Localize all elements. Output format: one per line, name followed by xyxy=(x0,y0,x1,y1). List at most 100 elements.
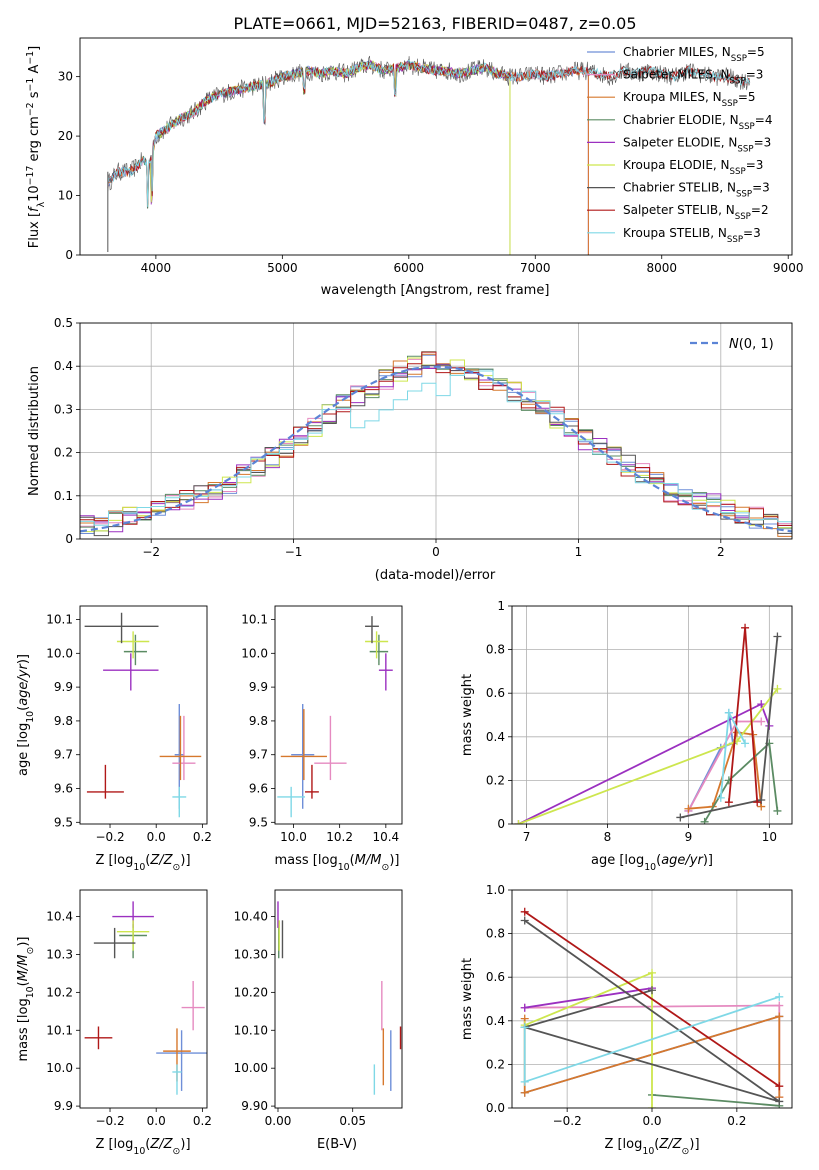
label-part: A xyxy=(27,65,42,78)
x-tick-label: 0 xyxy=(432,545,440,559)
y-tick-label: 0 xyxy=(65,532,73,546)
y-tick-label: 9.8 xyxy=(249,714,268,728)
x-tick-label: 0.0 xyxy=(642,1114,661,1128)
label-part: Chabrier ELODIE, N xyxy=(623,113,739,127)
panel-age-vs-Z: −0.2 0.0 0.29.59.69.79.89.910.010.1Z [log1… xyxy=(16,605,212,873)
weight-marker-kroupa_elodie xyxy=(773,684,782,693)
label-part: N xyxy=(729,337,739,352)
axes-frame xyxy=(79,889,208,1109)
x-tick-label: 8 xyxy=(604,830,612,844)
weight-line-chabrier_stelib xyxy=(521,919,780,1103)
model-spectrum-salpeter_stelib xyxy=(107,60,750,206)
x-axis-label: Z [log10(Z/Z⊙)] xyxy=(95,1137,190,1157)
label-part: Kroupa MILES, N xyxy=(623,90,722,104)
x-tick-label: 0.0 xyxy=(147,1114,166,1128)
legend-label-kroupa_stelib: Kroupa STELIB, NSSP=3 xyxy=(623,226,761,245)
weight-line-chabrier_elodie xyxy=(703,741,779,823)
weight-marker-kroupa_elodie xyxy=(648,968,656,977)
y-tick-label: 9.6 xyxy=(249,782,268,796)
x-axis-label: age [log10(age/yr)] xyxy=(591,853,713,873)
label-part: Kroupa STELIB, N xyxy=(623,226,727,240)
label-part: ( xyxy=(16,981,31,986)
x-tick-label: 2 xyxy=(717,545,725,559)
y-axis-label: age [log10(age/yr)] xyxy=(16,654,36,776)
label-part: =3 xyxy=(743,226,761,240)
label-part: Z/Z xyxy=(149,1137,173,1152)
weight-marker-chabrier_elodie xyxy=(700,817,709,824)
y-tick-label: 9.9 xyxy=(54,680,73,694)
label-part: f xyxy=(27,205,42,212)
label-part: )] xyxy=(389,853,399,868)
label-part: )] xyxy=(689,1137,699,1152)
x-tick-label: 10.2 xyxy=(326,830,353,844)
legend-label-kroupa_miles: Kroupa MILES, NSSP=5 xyxy=(623,90,756,109)
label-part: Z [log xyxy=(95,1137,133,1152)
x-axis-label: wavelength [Angstrom, rest frame] xyxy=(321,283,550,298)
y-tick-label: 0.6 xyxy=(486,970,505,984)
label-part: mass [log xyxy=(275,853,338,868)
axes-frame xyxy=(511,605,793,825)
x-tick-label: 0.2 xyxy=(193,830,212,844)
weight-marker-kroupa_miles xyxy=(684,804,693,813)
label-part: SSP xyxy=(739,122,755,132)
legend-label-chabrier_miles: Chabrier MILES, NSSP=5 xyxy=(623,45,765,64)
label-part: )] xyxy=(16,937,31,947)
x-tick-label: −2 xyxy=(142,545,160,559)
label-part: )] xyxy=(16,654,31,664)
y-tick-label: 10.0 xyxy=(46,646,73,660)
weight-marker-salpeter_miles xyxy=(775,1001,784,1010)
label-part: =4 xyxy=(755,113,773,127)
panels: 4000 5000 6000 7000 8000 90000102030wavelengt… xyxy=(16,37,804,1157)
x-tick-label: 7 xyxy=(523,830,531,844)
x-tick-label: 10.0 xyxy=(280,830,307,844)
label-part: SSP xyxy=(730,77,746,87)
weight-marker-salpeter_stelib xyxy=(775,1082,784,1091)
panel-residuals: −2 −1 0 1 2 0 0.1 0.2 0.3 0.4 0.5 (data-model)/erro… xyxy=(27,316,793,583)
weight-marker-chabrier_stelib xyxy=(757,796,766,805)
y-tick-label: 0.4 xyxy=(486,1014,505,1028)
weight-marker-kroupa_stelib xyxy=(724,708,733,717)
plot-area xyxy=(80,323,792,539)
x-tick-label: 6000 xyxy=(394,261,425,275)
label-part: 10 xyxy=(338,862,350,873)
weight-marker-chabrier_stelib xyxy=(676,813,685,822)
label-part: =2 xyxy=(751,203,769,217)
weight-line-chabrier_elodie xyxy=(651,1094,780,1107)
label-part: age [log xyxy=(16,723,31,776)
label-part: ] xyxy=(27,46,42,51)
x-tick-label: 9000 xyxy=(773,261,804,275)
y-tick-label: 10.40 xyxy=(234,910,268,924)
label-part: ⊙ xyxy=(173,862,181,873)
weight-marker-chabrier_stelib xyxy=(648,986,656,995)
label-part: )] xyxy=(703,853,713,868)
label-part: −1 xyxy=(25,78,36,92)
weight-marker-salpeter_elodie xyxy=(520,1003,529,1012)
x-tick-label: 1 xyxy=(575,545,583,559)
x-tick-label: 10 xyxy=(762,830,777,844)
gaussian-curve xyxy=(80,365,792,533)
y-tick-label: 10 xyxy=(58,189,73,203)
x-axis-label: (data-model)/error xyxy=(375,568,496,583)
label-part: ( xyxy=(145,1137,150,1152)
weight-marker-kroupa_stelib xyxy=(741,739,750,748)
label-part: ( xyxy=(656,853,661,868)
legend-label-salpeter_miles: Salpeter MILES, NSSP=3 xyxy=(623,68,763,87)
x-tick-label: −0.2 xyxy=(95,830,124,844)
label-part: ( xyxy=(350,853,355,868)
label-part: Salpeter ELODIE, N xyxy=(623,135,737,149)
label-part: 10 xyxy=(27,185,42,202)
x-axis-label: Z [log10(Z/Z⊙)] xyxy=(95,853,190,873)
x-tick-label: 5000 xyxy=(267,261,298,275)
label-part: mass [log xyxy=(16,998,31,1061)
y-tick-label: 10.0 xyxy=(241,646,268,660)
label-part: SSP xyxy=(736,190,752,200)
plot-area xyxy=(107,55,751,255)
y-axis-label: Normed distribution xyxy=(27,366,42,496)
label-part: s xyxy=(27,91,42,102)
label-part: =5 xyxy=(747,45,765,59)
panel-mass-vs-ebv: 0.00 0.05 9.90 10.00 10.10 10.20 10.30 10.40 E(B… xyxy=(234,889,403,1152)
label-part: ( xyxy=(654,1137,659,1152)
label-part: 10 xyxy=(133,1146,145,1157)
label-part: erg cm xyxy=(27,116,42,165)
